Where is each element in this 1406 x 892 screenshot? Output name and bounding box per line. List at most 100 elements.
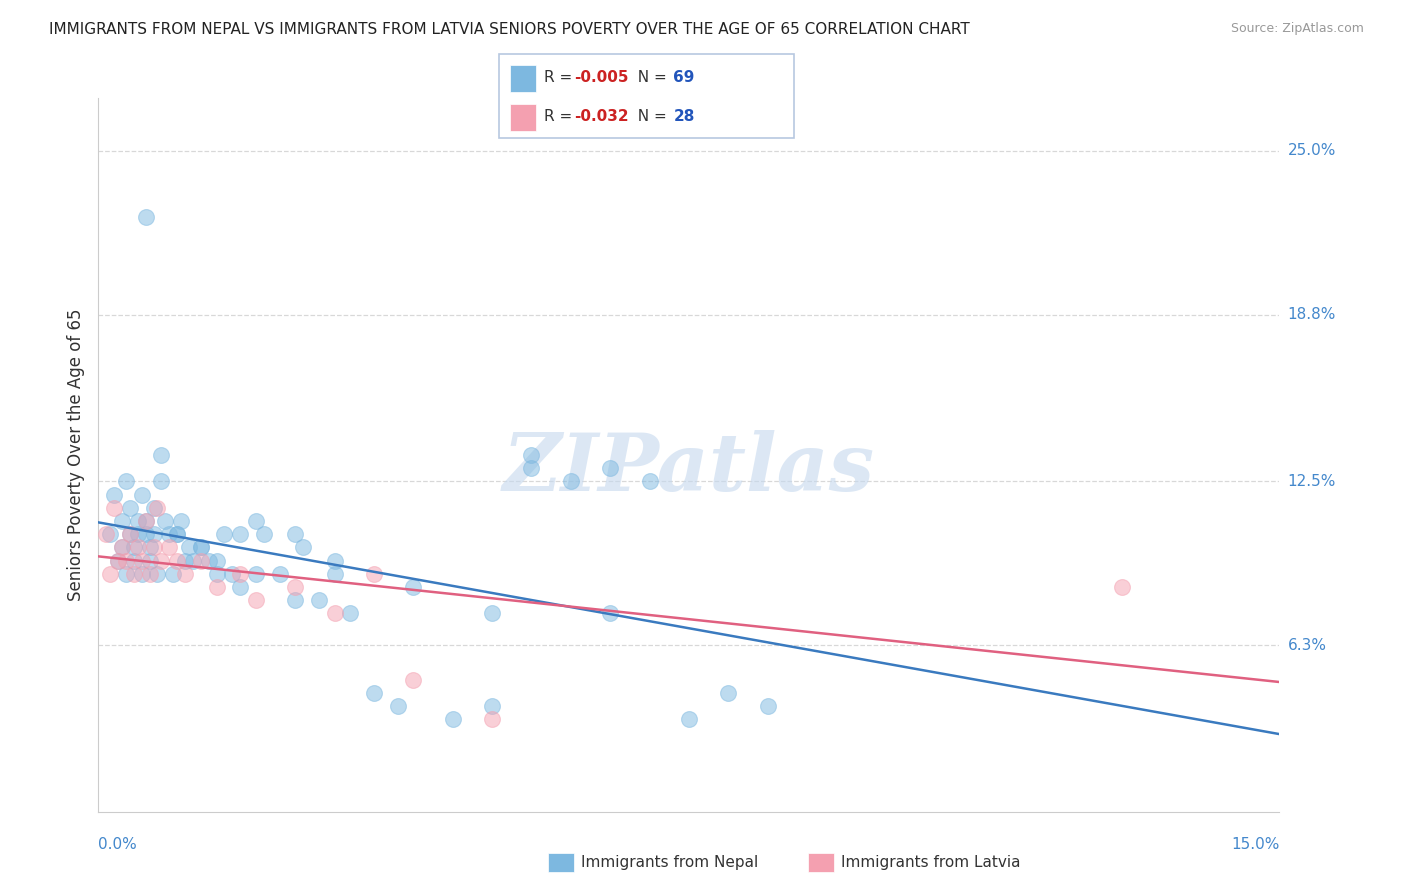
Point (221, 566, 243, 581)
Text: 0.0%: 0.0% (98, 837, 138, 852)
Point (214, 527, 236, 541)
Point (166, 554, 188, 568)
Point (98, 527, 121, 541)
Point (481, 607, 503, 621)
Point (142, 527, 165, 541)
Point (599, 461, 621, 475)
Point (142, 541, 165, 555)
Point (520, 448, 543, 462)
Point (363, 566, 385, 581)
Text: 18.8%: 18.8% (1288, 308, 1336, 322)
Point (197, 554, 219, 568)
Text: Immigrants from Nepal: Immigrants from Nepal (581, 855, 758, 870)
Point (205, 554, 228, 568)
Point (96, 527, 118, 541)
Point (245, 566, 267, 581)
Point (127, 527, 149, 541)
Point (135, 210, 157, 224)
Point (387, 698, 409, 713)
Point (756, 698, 779, 713)
Point (127, 514, 149, 528)
Text: 15.0%: 15.0% (1232, 837, 1279, 852)
Point (135, 514, 157, 528)
Text: ZIPatlas: ZIPatlas (503, 431, 875, 508)
Point (122, 554, 145, 568)
Point (323, 607, 346, 621)
Point (205, 580, 228, 594)
Point (284, 580, 307, 594)
Point (520, 461, 543, 475)
Point (115, 566, 138, 581)
Point (284, 527, 307, 541)
Text: 69: 69 (673, 70, 695, 85)
Point (181, 554, 204, 568)
Point (127, 541, 149, 555)
Point (135, 527, 157, 541)
Point (131, 554, 153, 568)
Point (678, 712, 700, 726)
Point (162, 566, 184, 581)
Point (402, 673, 425, 687)
Text: 12.5%: 12.5% (1288, 474, 1336, 489)
Point (174, 566, 197, 581)
Point (118, 500, 141, 515)
Point (138, 566, 160, 581)
Text: R =: R = (544, 109, 578, 124)
Point (177, 541, 200, 555)
Text: N =: N = (628, 109, 672, 124)
Text: Source: ZipAtlas.com: Source: ZipAtlas.com (1230, 22, 1364, 36)
Point (190, 541, 212, 555)
Point (174, 554, 197, 568)
Point (166, 527, 188, 541)
Point (284, 593, 307, 607)
Point (190, 541, 212, 555)
Point (363, 686, 385, 700)
Point (229, 527, 252, 541)
Point (190, 554, 212, 568)
Text: -0.032: -0.032 (574, 109, 628, 124)
Point (481, 698, 503, 713)
Point (205, 566, 228, 581)
Point (157, 527, 180, 541)
Point (146, 566, 169, 581)
Point (717, 686, 740, 700)
Point (253, 527, 276, 541)
Point (111, 514, 134, 528)
Y-axis label: Seniors Poverty Over the Age of 65: Seniors Poverty Over the Age of 65 (66, 309, 84, 601)
Point (150, 475, 173, 489)
Point (170, 514, 193, 528)
Point (103, 500, 125, 515)
Point (339, 607, 361, 621)
Point (115, 475, 138, 489)
Point (560, 475, 582, 489)
Point (122, 541, 145, 555)
Point (323, 566, 346, 581)
Point (118, 527, 141, 541)
Point (323, 554, 346, 568)
Point (111, 541, 134, 555)
Point (150, 448, 173, 462)
Point (150, 554, 173, 568)
Point (103, 487, 125, 501)
Text: 25.0%: 25.0% (1288, 144, 1336, 159)
Point (146, 500, 169, 515)
Point (111, 541, 134, 555)
Point (115, 554, 138, 568)
Text: 6.3%: 6.3% (1288, 638, 1327, 653)
Point (229, 566, 252, 581)
Point (441, 712, 464, 726)
Point (292, 541, 315, 555)
Point (138, 541, 160, 555)
Point (245, 593, 267, 607)
Point (142, 500, 165, 515)
Point (402, 580, 425, 594)
Point (1111, 580, 1133, 594)
Text: R =: R = (544, 70, 578, 85)
Point (638, 475, 661, 489)
Point (481, 712, 503, 726)
Point (166, 527, 188, 541)
Point (269, 566, 291, 581)
Point (122, 566, 145, 581)
Point (107, 554, 129, 568)
Point (229, 580, 252, 594)
